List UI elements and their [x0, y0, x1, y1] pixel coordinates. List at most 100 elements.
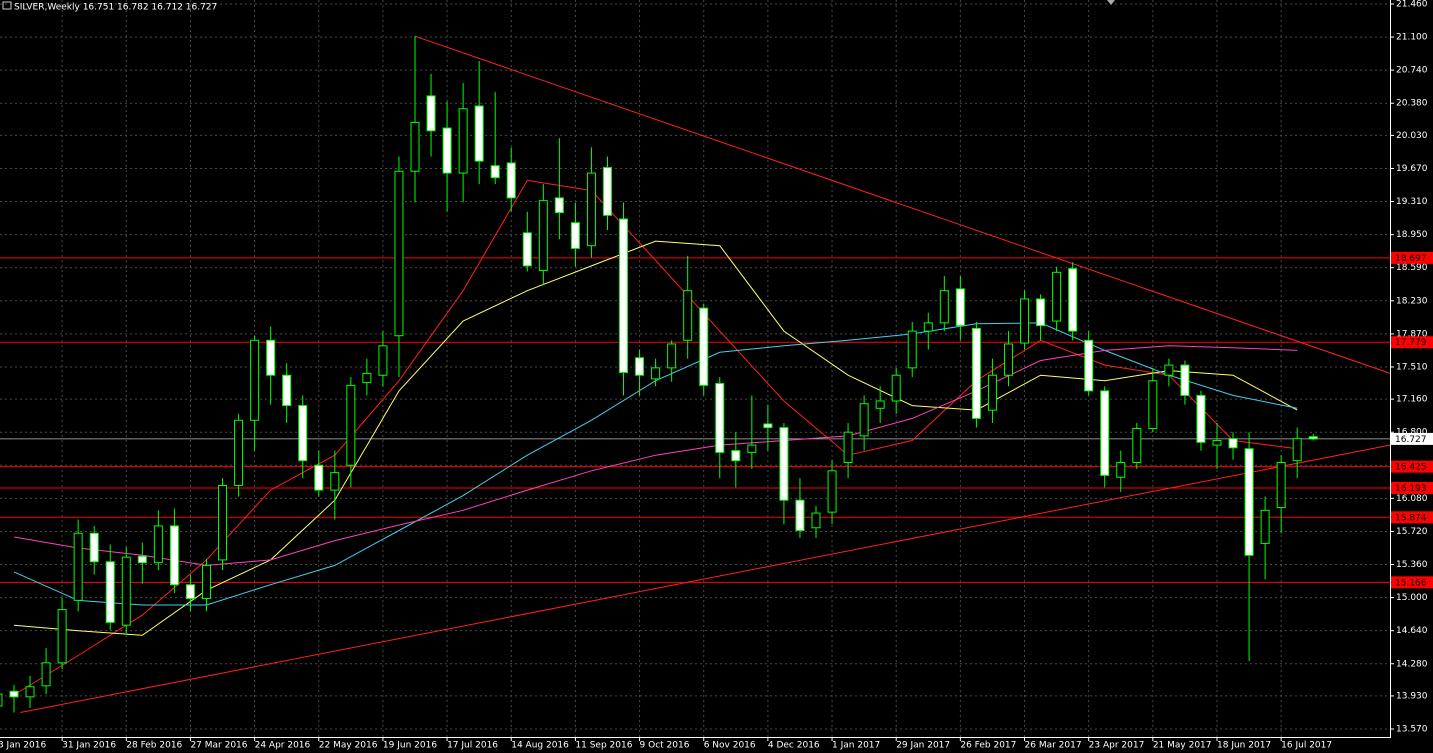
y-tick-label: 17.870 — [1396, 329, 1428, 339]
x-tick-label: 26 Feb 2017 — [960, 741, 1016, 751]
y-tick-label: 13.570 — [1396, 725, 1428, 735]
candle-body — [1116, 462, 1126, 478]
candle-body — [987, 374, 997, 411]
candle-body — [250, 339, 260, 421]
level-label: 18.697 — [1395, 254, 1427, 264]
y-tick-label: 17.510 — [1396, 362, 1428, 372]
candle-body — [939, 290, 949, 324]
y-tick-label: 19.670 — [1396, 164, 1428, 174]
candle-body — [362, 372, 372, 384]
trendline — [414, 35, 1390, 374]
moving-average — [13, 179, 1298, 696]
candle-body — [41, 662, 51, 687]
title-icon — [2, 1, 12, 10]
candle-body — [57, 609, 67, 664]
shift-marker — [1107, 0, 1115, 5]
candle-body — [426, 95, 436, 132]
candle-body — [586, 172, 596, 247]
candle-body — [185, 584, 195, 600]
candle-body — [522, 232, 532, 267]
candle-body — [875, 400, 885, 409]
y-tick-label: 16.080 — [1396, 494, 1428, 504]
y-tick-label: 15.720 — [1396, 527, 1428, 537]
y-tick-label: 16.800 — [1396, 428, 1428, 438]
candle-body — [218, 484, 228, 561]
candle-body — [330, 472, 340, 491]
grid — [0, 0, 1390, 737]
candle-body — [394, 170, 404, 337]
x-tick-label: 4 Dec 2016 — [768, 741, 820, 751]
candle-body — [378, 345, 388, 376]
candle-body — [619, 218, 629, 373]
candle-body — [490, 165, 500, 179]
x-tick-label: 23 Apr 2017 — [1089, 741, 1145, 751]
candle-body — [121, 556, 131, 626]
candle-body — [1020, 298, 1030, 344]
x-tick-label: 27 Mar 2016 — [190, 741, 247, 751]
candle-body — [1036, 298, 1046, 327]
candle-body — [298, 405, 308, 462]
y-tick-label: 14.280 — [1396, 659, 1428, 669]
x-tick-label: 22 May 2016 — [319, 741, 378, 751]
candle-body — [506, 162, 516, 199]
candle-body — [971, 327, 981, 419]
level-label: 16.193 — [1395, 484, 1427, 494]
y-tick-label: 21.100 — [1396, 33, 1428, 43]
candle-body — [346, 384, 356, 466]
level-label-box — [1391, 511, 1433, 524]
level-label-box — [1391, 460, 1433, 473]
candle-body — [923, 322, 933, 332]
candle-body — [747, 444, 757, 453]
candle-body — [1292, 438, 1302, 462]
candle-body — [667, 343, 677, 369]
x-tick-label: 11 Sep 2016 — [575, 741, 632, 751]
trendline — [20, 444, 1390, 713]
candle-body — [1180, 364, 1190, 396]
x-tick-label: 9 Oct 2016 — [640, 741, 690, 751]
chart-title: SILVER,Weekly 16.751 16.782 16.712 16.72… — [14, 3, 217, 13]
candle-body — [0, 693, 3, 707]
candle-body — [1100, 390, 1110, 476]
x-tick-label: 26 Mar 2017 — [1025, 741, 1082, 751]
candle-body — [827, 470, 837, 513]
x-tick-label: 31 Jan 2016 — [62, 741, 116, 751]
candle-body — [843, 431, 853, 464]
level-label-box — [1391, 481, 1433, 494]
x-tick-label: 6 Nov 2016 — [704, 741, 756, 751]
candle-body — [699, 307, 709, 386]
candle-body — [538, 200, 548, 271]
y-tick-label: 21.460 — [1396, 0, 1428, 10]
candle-body — [1132, 428, 1142, 464]
y-tick-label: 20.030 — [1396, 131, 1428, 141]
candle-body — [266, 339, 276, 376]
candle-body — [1244, 448, 1254, 556]
moving-average — [13, 240, 1298, 636]
candle-body — [779, 427, 789, 501]
candle-body — [955, 288, 965, 327]
candle-body — [715, 382, 725, 453]
candle-body — [234, 419, 244, 486]
candle-body — [1068, 268, 1078, 332]
candle-body — [442, 127, 452, 174]
candle-body — [9, 690, 19, 698]
level-label: 15.166 — [1395, 578, 1427, 588]
x-tick-label: 19 Jun 2016 — [383, 741, 437, 751]
candle-body — [1260, 509, 1270, 544]
candle-body — [410, 122, 420, 172]
candle-body — [1052, 271, 1062, 322]
candle-body — [201, 564, 211, 600]
candle-body — [474, 105, 484, 162]
candle-body — [602, 167, 612, 216]
candle-body — [105, 561, 115, 623]
candle-body — [1276, 462, 1286, 509]
y-tick-label: 17.160 — [1396, 395, 1428, 405]
level-label-box — [1391, 576, 1433, 589]
level-label: 17.779 — [1395, 338, 1427, 348]
y-tick-label: 20.380 — [1396, 99, 1428, 109]
candle-body — [635, 357, 645, 376]
candle-body — [554, 197, 564, 214]
y-tick-label: 19.310 — [1396, 197, 1428, 207]
candle-body — [73, 532, 83, 601]
y-tick-label: 18.590 — [1396, 263, 1428, 273]
